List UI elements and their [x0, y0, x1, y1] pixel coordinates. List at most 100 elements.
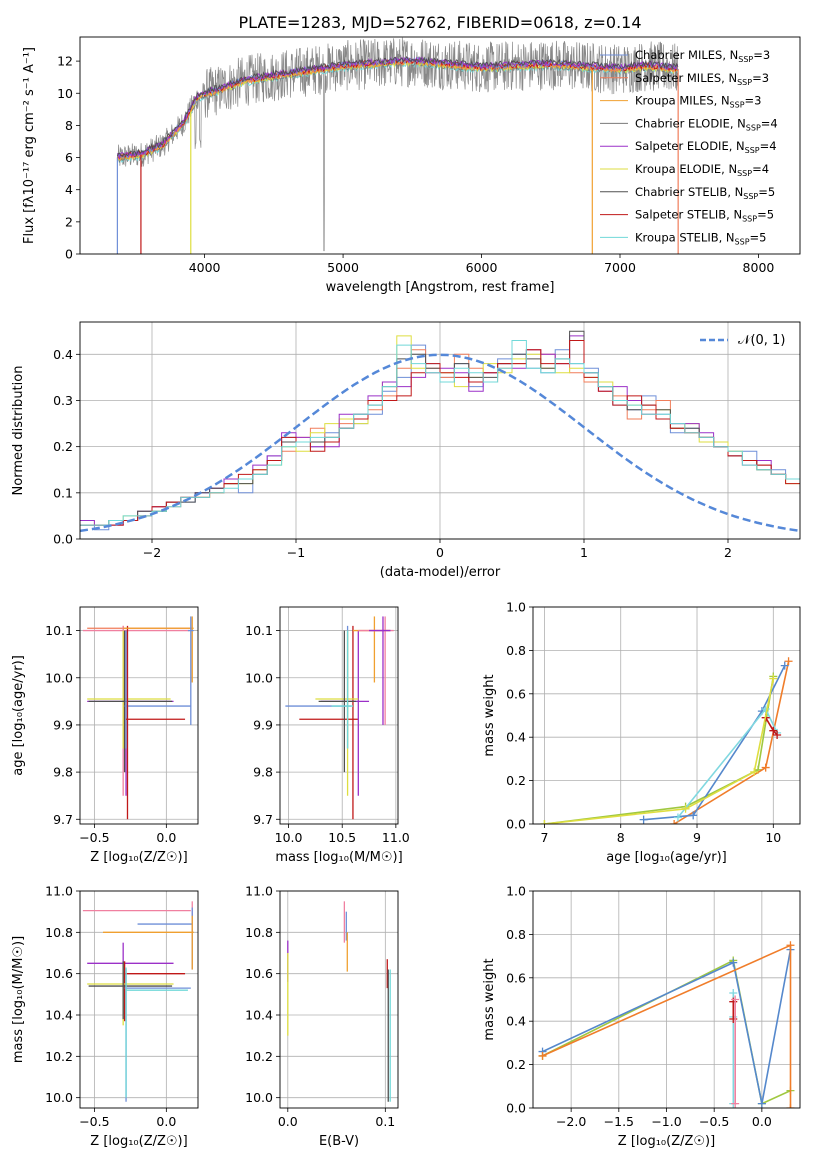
x-axis-label: E(B-V)	[319, 1134, 359, 1149]
panel-massweight-vs-age: 7 8 9 10 0.0 0.2 0.4 0.6 0.8 1.0 age [log₁₀(age/yr…	[482, 600, 801, 865]
legend-entry: Kroupa MILES, NSSP=3	[635, 94, 761, 110]
legend-entry: Chabrier ELODIE, NSSP=4	[635, 116, 778, 132]
legend-text: =3	[752, 71, 769, 85]
x-tick-label: 2	[724, 545, 732, 560]
panel-age-vs-z: −0.5 0.0 9.7 9.8 9.9 10.0 10.1 Z [log₁₀(Z/Z☉)] a…	[11, 606, 199, 865]
y-axis-label: age [log₁₀(age/yr)]	[11, 655, 26, 776]
y-tick-label: 10.0	[45, 670, 73, 685]
x-axis-label: Z [log₁₀(Z/Z☉)]	[90, 1134, 187, 1149]
mass-weight-point	[729, 988, 738, 997]
y-tick-label: 9.7	[253, 812, 273, 827]
y-tick-label: 10.6	[245, 966, 273, 981]
y-tick-label: 9.9	[53, 717, 73, 732]
panel-mass-vs-ebv: 0.0 0.1 10.0 10.2 10.4 10.6 10.8 11.0 E(B-V)	[245, 884, 399, 1149]
legend-text: Salpeter MILES, N	[635, 71, 737, 85]
panel-residuals: −2 −1 0 1 2 0.0 0.1 0.2 0.3 0.4 (data-model)/error…	[11, 321, 801, 580]
plot-area	[285, 616, 394, 820]
panel-mass-vs-z: −0.5 0.0 10.0 10.2 10.4 10.6 10.8 11.0 Z [log₁₀(…	[11, 884, 199, 1149]
legend-entry: 𝒩(0, 1)	[738, 333, 785, 348]
y-tick-label: 0.8	[506, 643, 526, 658]
y-axis-label: mass weight	[482, 958, 497, 1040]
plot-area	[82, 616, 194, 820]
y-tick-label: 10.0	[45, 1090, 73, 1105]
plot-area	[287, 901, 391, 1102]
x-tick-label: 0.0	[278, 1114, 298, 1129]
y-tick-label: 0.6	[506, 970, 526, 985]
x-tick-label: 0.0	[156, 830, 176, 845]
spectrum-model-line	[117, 56, 679, 160]
y-tick-label: 0	[65, 247, 73, 262]
y-tick-label: 4	[65, 182, 73, 197]
y-tick-label: 6	[65, 150, 73, 165]
x-tick-label: 7	[540, 830, 548, 845]
y-tick-label: 10.8	[45, 925, 73, 940]
legend-subscript: SSP	[730, 101, 745, 110]
y-tick-label: 10.0	[245, 1090, 273, 1105]
legend-entry: Kroupa ELODIE, NSSP=4	[635, 162, 769, 178]
mass-weight-point	[729, 958, 738, 967]
x-tick-label: 6000	[466, 260, 498, 275]
y-tick-label: 10	[57, 86, 73, 101]
x-tick-label: 10.0	[275, 830, 303, 845]
legend-subscript: SSP	[745, 146, 760, 155]
y-axis-label: mass weight	[482, 674, 497, 756]
y-tick-label: 0.0	[506, 817, 526, 832]
y-tick-label: 9.8	[53, 765, 73, 780]
axes-frame	[279, 606, 399, 825]
x-tick-label: −1	[287, 545, 305, 560]
axes-frame	[79, 606, 199, 825]
x-tick-label: −0.5	[699, 1114, 729, 1129]
axes-frame	[532, 890, 801, 1109]
mass-weight-line	[544, 676, 775, 824]
panel-age-vs-mass: 10.0 10.5 11.0 9.7 9.8 9.9 10.0 10.1 mass [log₁₀…	[245, 606, 410, 865]
mass-weight-point	[670, 820, 679, 824]
x-tick-label: 10	[765, 830, 781, 845]
figure-title: PLATE=1283, MJD=52762, FIBERID=0618, z=0…	[238, 13, 641, 32]
y-tick-label: 11.0	[45, 884, 73, 899]
panel-massweight-vs-z: −2.0 −1.5 −1.0 −0.5 0.0 0.0 0.2 0.4 0.6 0.8 1.0 Z […	[482, 884, 801, 1149]
x-tick-label: 0	[436, 545, 444, 560]
mass-weight-point	[757, 1099, 766, 1108]
x-tick-label: −0.5	[79, 830, 109, 845]
x-axis-label: Z [log₁₀(Z/Z☉)]	[618, 1134, 715, 1149]
legend-text: Chabrier STELIB, N	[635, 185, 743, 199]
y-tick-label: 0.0	[506, 1101, 526, 1116]
y-tick-label: 10.0	[245, 670, 273, 685]
y-tick-label: 1.0	[506, 600, 526, 615]
y-tick-label: 10.6	[45, 966, 73, 981]
normal-curve-line	[80, 353, 800, 533]
legend-text: Chabrier ELODIE, N	[635, 116, 746, 130]
axes-frame	[532, 606, 801, 825]
y-tick-label: 0.2	[53, 439, 73, 454]
y-tick-label: 0.4	[53, 347, 73, 362]
x-axis-label: age [log₁₀(age/yr)]	[606, 850, 727, 865]
y-tick-label: 0.1	[53, 485, 73, 500]
x-tick-label: 11.0	[382, 830, 410, 845]
spectrum-model-line	[116, 56, 679, 158]
y-tick-label: 12	[57, 54, 73, 69]
axes-frame	[79, 321, 801, 540]
mass-weight-point	[769, 674, 778, 683]
legend-subscript: SSP	[735, 237, 750, 246]
x-tick-label: 4000	[189, 260, 221, 275]
legend-subscript: SSP	[738, 55, 753, 64]
x-tick-label: 8	[617, 830, 625, 845]
mass-weight-point	[681, 804, 690, 813]
x-axis-label: Z [log₁₀(Z/Z☉)]	[90, 850, 187, 865]
y-tick-label: 9.9	[253, 717, 273, 732]
x-tick-label: 10.5	[328, 830, 356, 845]
y-tick-label: 0.6	[506, 686, 526, 701]
legend-text: =3	[745, 94, 762, 108]
mass-weight-point	[731, 1099, 740, 1108]
plot-area	[82, 901, 194, 1102]
y-tick-label: 10.1	[45, 623, 73, 638]
legend-subscript: SSP	[737, 78, 752, 87]
mass-weight-point	[731, 995, 740, 1004]
y-tick-label: 0.4	[506, 730, 526, 745]
y-axis-label: Flux [fλ10⁻¹⁷ erg cm⁻² s⁻¹ A⁻¹]	[22, 47, 37, 244]
y-tick-label: 0.2	[506, 773, 526, 788]
legend-subscript: SSP	[743, 192, 758, 201]
plot-area	[80, 330, 800, 533]
x-tick-label: 8000	[743, 260, 775, 275]
legend-entry: Salpeter ELODIE, NSSP=4	[635, 139, 777, 155]
